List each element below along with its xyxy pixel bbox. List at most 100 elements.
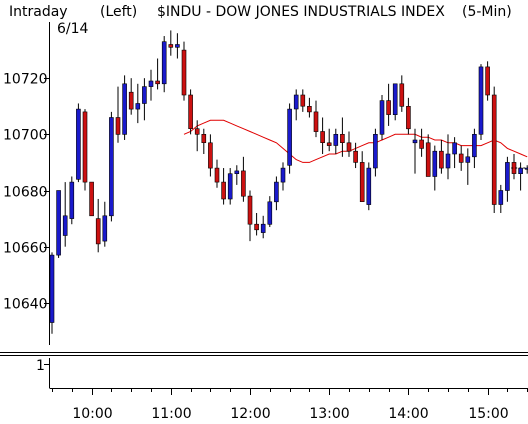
y-tick-label: 10640 — [3, 297, 48, 313]
candle-body-up — [49, 254, 55, 323]
candle — [201, 128, 207, 155]
candle — [445, 134, 451, 180]
candle — [313, 100, 319, 138]
candle-body-up — [76, 108, 81, 180]
candle — [386, 83, 391, 126]
candle — [95, 198, 101, 253]
candle — [175, 33, 180, 59]
y-tick-label: 10660 — [3, 241, 48, 257]
candle — [109, 111, 114, 222]
candle-body-down — [188, 94, 193, 130]
candle-body-up — [498, 190, 504, 205]
candle-body-up — [274, 181, 279, 203]
candle — [115, 86, 121, 143]
candle — [194, 120, 200, 152]
candle — [465, 148, 471, 185]
candle-body-up — [135, 103, 141, 110]
x-tick-label: 10:00 — [72, 406, 112, 422]
candle-body-up — [366, 167, 372, 205]
candle-body-down — [201, 134, 207, 144]
candle-body-up — [175, 44, 180, 48]
candle-body-up — [452, 142, 457, 155]
candle-body-down — [115, 117, 121, 135]
candle — [188, 89, 193, 135]
candle-body-down — [425, 142, 431, 177]
candle — [511, 154, 517, 180]
candle — [227, 168, 233, 205]
y-tick-label: 10680 — [3, 185, 48, 201]
candle — [241, 156, 246, 202]
candle-body-down — [214, 167, 220, 183]
candle — [102, 201, 108, 247]
x-tick-label: 11:00 — [151, 406, 191, 422]
candle — [366, 162, 372, 211]
candle-body-up — [333, 134, 339, 146]
candle-body-down — [155, 80, 160, 85]
candle-body-up — [56, 190, 61, 256]
candle — [287, 103, 292, 174]
candle — [76, 103, 81, 183]
candle — [452, 137, 457, 169]
candle — [254, 212, 259, 236]
candle-body-down — [221, 181, 226, 200]
candle-body-down — [241, 170, 246, 197]
candle-body-up — [445, 153, 451, 169]
candle — [406, 97, 411, 135]
candle — [439, 139, 444, 174]
lower-y-tick-label: 1 — [36, 358, 45, 374]
candle — [392, 83, 398, 121]
candle-body-down — [300, 94, 306, 107]
candle-body-down — [340, 134, 345, 144]
candle-body-down — [89, 181, 94, 217]
candle — [142, 78, 147, 121]
candle — [472, 128, 477, 169]
candle — [432, 145, 438, 191]
candle — [260, 215, 266, 239]
candle — [505, 156, 510, 202]
candle — [491, 86, 497, 213]
candle — [333, 128, 339, 155]
frequency-label: (5-Min) — [462, 4, 512, 20]
chart-title: $INDU - DOW JONES INDUSTRIALS INDEX — [157, 4, 445, 20]
candle-body-down — [208, 142, 213, 169]
candle-body-down — [82, 111, 88, 183]
x-tick-label: 13:00 — [309, 406, 349, 422]
candle-body-down — [491, 94, 497, 205]
candle-body-up — [412, 139, 418, 144]
candle-body-up — [478, 66, 484, 135]
y-tick-label: 10720 — [3, 72, 48, 88]
candle-body-up — [472, 134, 477, 158]
candle-body-up — [280, 167, 286, 183]
candle-body-down — [128, 91, 134, 110]
candle — [69, 176, 75, 225]
candle — [128, 78, 134, 115]
candle-body-up — [142, 86, 147, 104]
candle — [181, 41, 187, 101]
candle — [478, 64, 484, 140]
candle-body-down — [313, 111, 319, 132]
candle — [247, 190, 253, 242]
candle-body-up — [373, 134, 378, 169]
candle-body-down — [485, 66, 490, 96]
candle-body-up — [260, 223, 266, 233]
candle-body-up — [287, 108, 292, 166]
x-tick-label: 14:00 — [388, 406, 428, 422]
candle-body-down — [168, 44, 174, 48]
candle — [155, 58, 160, 90]
candle — [135, 83, 141, 124]
candle-body-up — [392, 83, 398, 116]
y-ticks: 10640 10660 10680 10700 10720 — [3, 72, 50, 313]
candle-body-up — [227, 173, 233, 200]
axis-side-label: (Left) — [100, 4, 137, 20]
candle — [168, 30, 174, 56]
candle — [148, 69, 154, 101]
candle-body-up — [109, 117, 114, 217]
candle — [419, 128, 424, 157]
candle — [379, 95, 385, 140]
candle-body-down — [419, 139, 424, 149]
candle — [89, 181, 94, 217]
interval-label: Intraday — [9, 4, 68, 20]
candle-body-up — [102, 215, 108, 242]
